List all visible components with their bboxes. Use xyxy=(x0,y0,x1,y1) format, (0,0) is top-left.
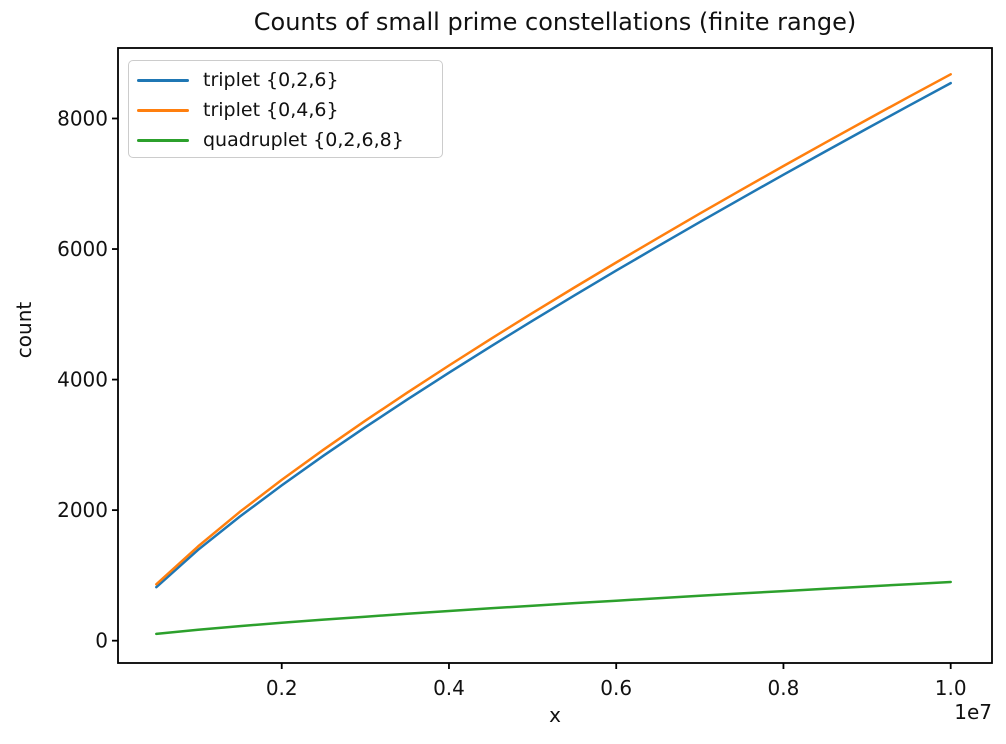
legend-label: quadruplet {0,2,6,8} xyxy=(203,128,404,151)
y-tick-label: 8000 xyxy=(57,106,108,130)
x-axis-label: x xyxy=(549,703,561,727)
series-line-triplet-0-2-6 xyxy=(155,81,952,589)
legend-item: triplet {0,2,6} xyxy=(137,65,442,95)
legend-label: triplet {0,2,6} xyxy=(203,68,339,91)
x-tick-label: 0.6 xyxy=(600,676,632,700)
y-tick-label: 6000 xyxy=(57,237,108,261)
legend: triplet {0,2,6} triplet {0,4,6} quadrupl… xyxy=(128,60,443,158)
y-tick-label: 2000 xyxy=(57,498,108,522)
x-tick-label: 0.4 xyxy=(433,676,465,700)
x-axis-offset-label: 1e7 xyxy=(954,700,992,724)
x-tick-label: 0.8 xyxy=(768,676,800,700)
series-line-quadruplet-0-2-6-8 xyxy=(155,580,952,636)
legend-item: quadruplet {0,2,6,8} xyxy=(137,125,442,155)
legend-swatch-line-icon xyxy=(137,78,189,82)
legend-swatch-line-icon xyxy=(137,108,189,112)
legend-label: triplet {0,4,6} xyxy=(203,98,339,121)
legend-swatch-line-icon xyxy=(137,138,189,142)
x-tick-label: 0.2 xyxy=(266,676,298,700)
legend-item: triplet {0,4,6} xyxy=(137,95,442,125)
plot-border xyxy=(117,47,993,664)
y-tick-label: 4000 xyxy=(57,368,108,392)
chart-title: Counts of small prime constellations (fi… xyxy=(253,8,857,36)
y-tick-label: 0 xyxy=(95,629,108,653)
series-line-triplet-0-4-6 xyxy=(155,73,952,586)
y-axis-label: count xyxy=(12,301,36,359)
x-tick-label: 1.0 xyxy=(935,676,967,700)
